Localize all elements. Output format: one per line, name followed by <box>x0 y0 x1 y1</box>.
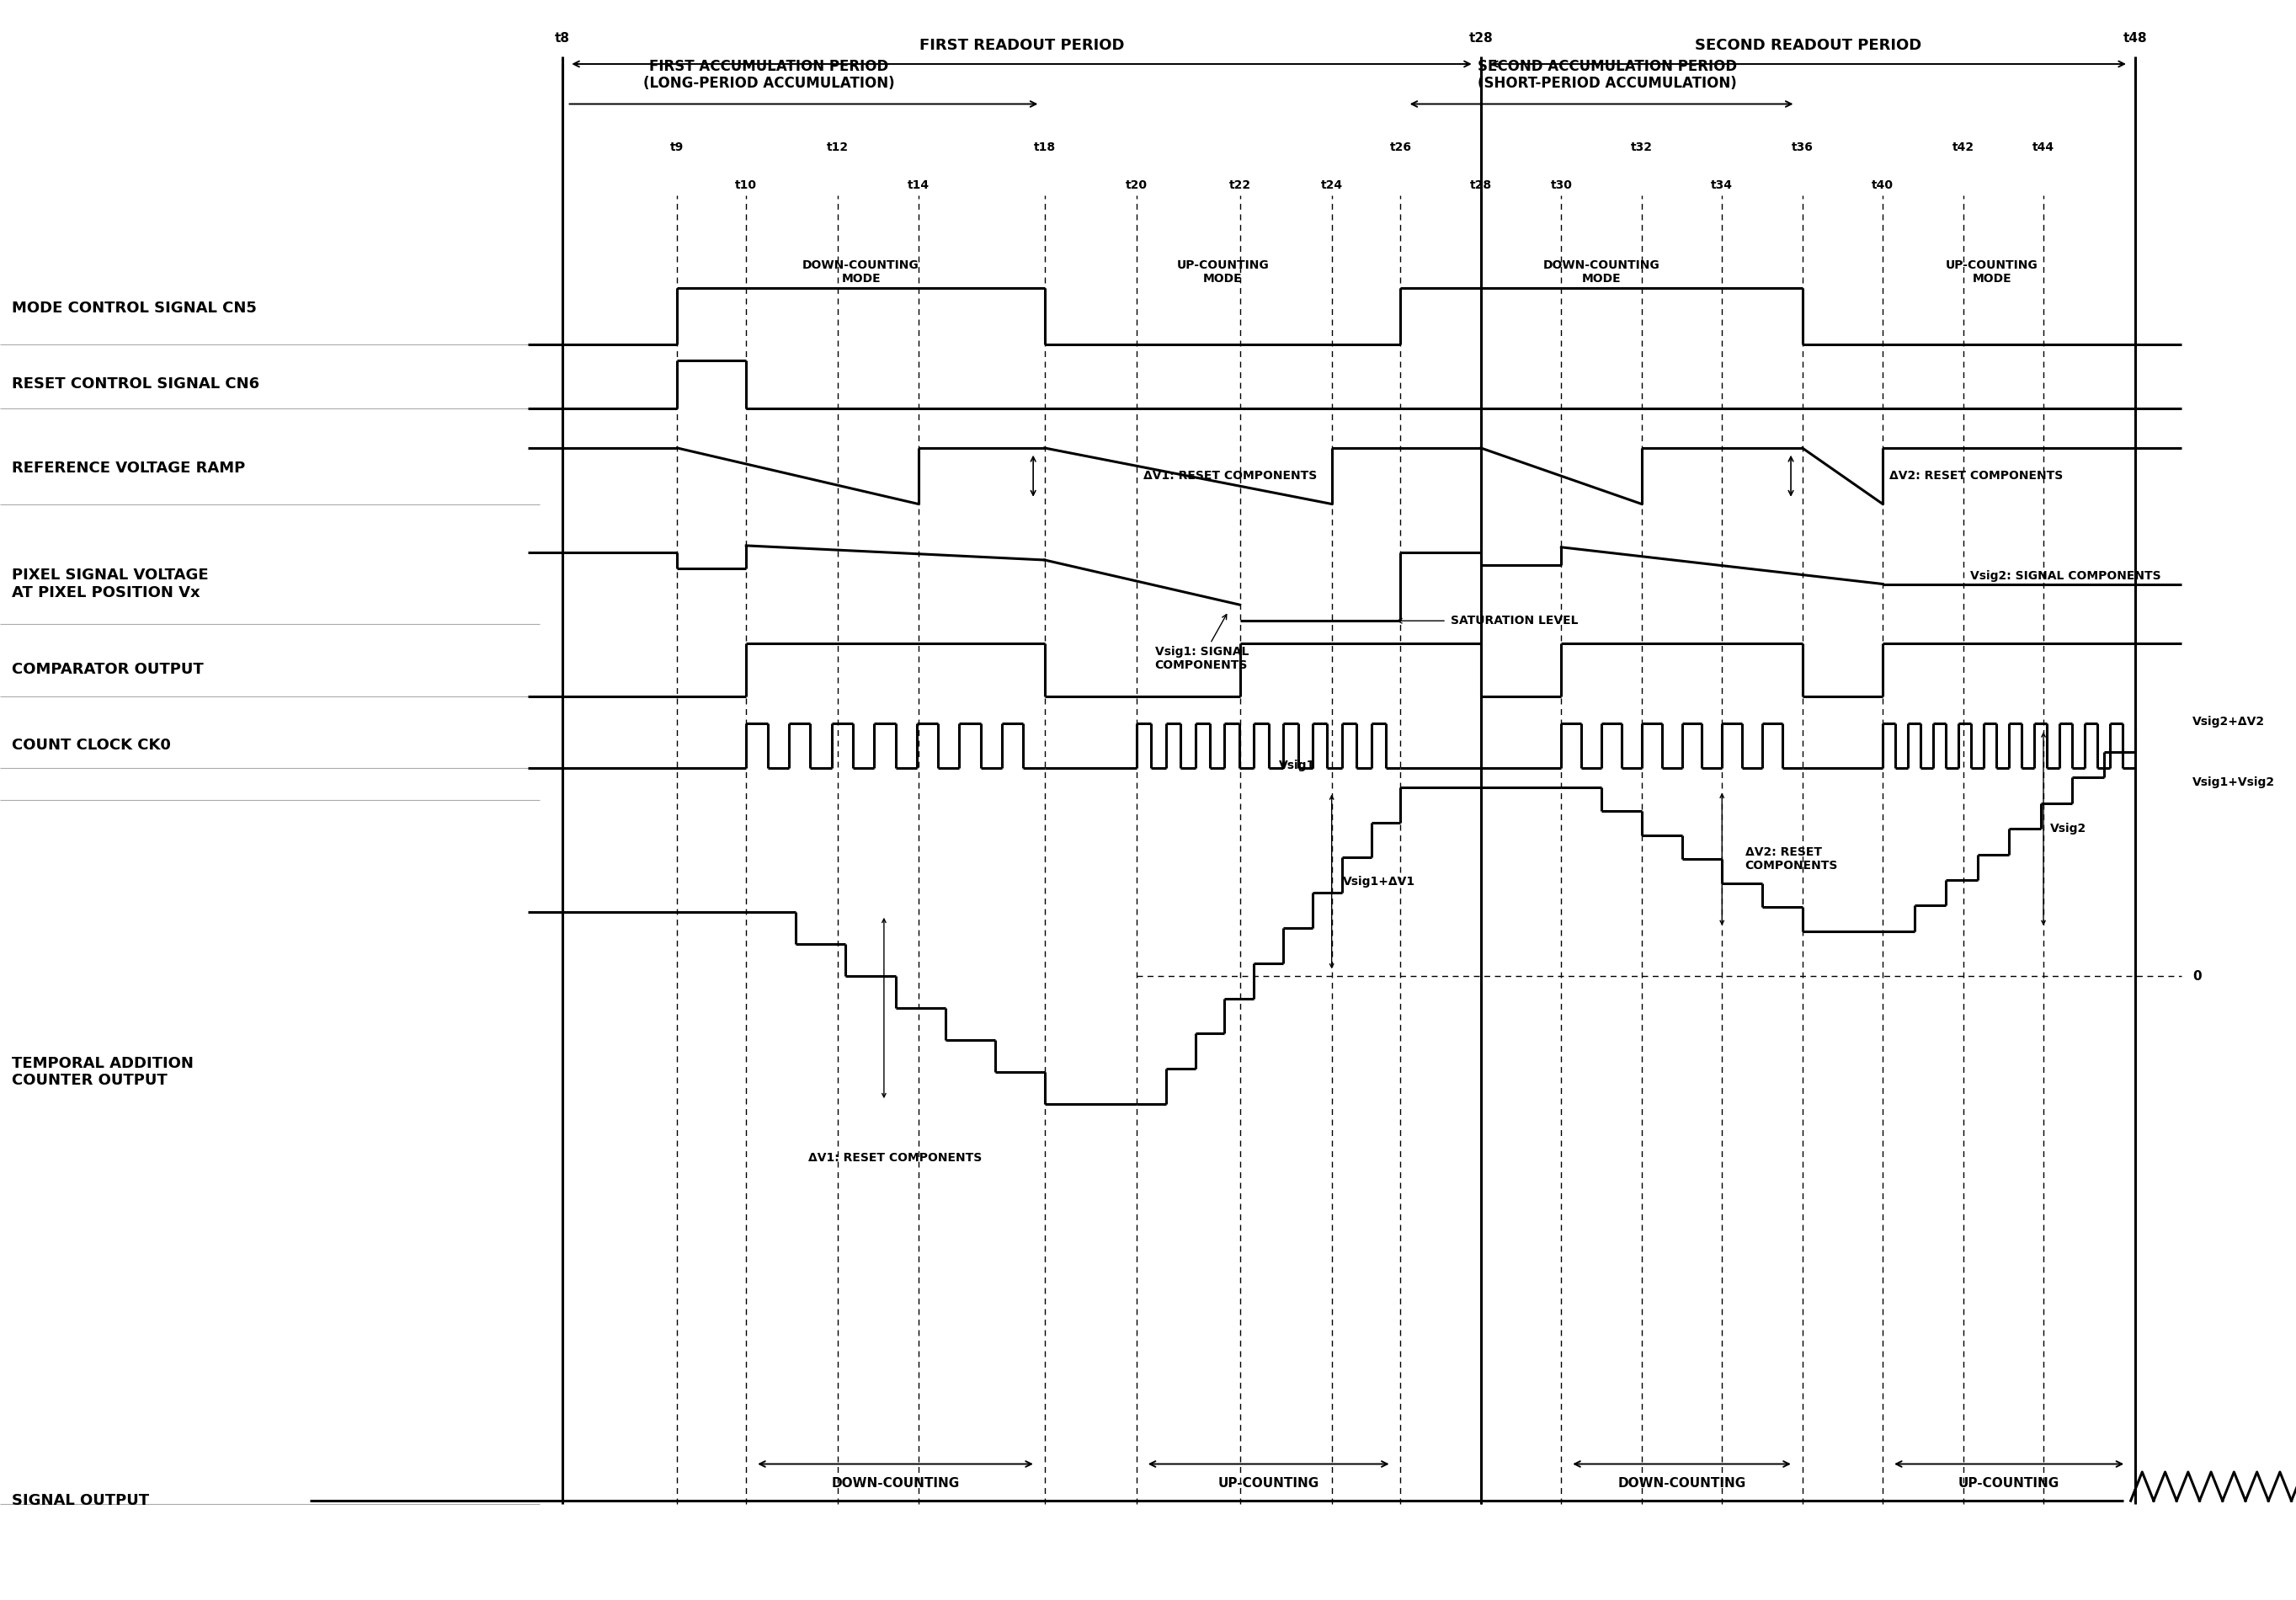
Text: t34: t34 <box>1711 179 1733 190</box>
Text: FIRST ACCUMULATION PERIOD
(LONG-PERIOD ACCUMULATION): FIRST ACCUMULATION PERIOD (LONG-PERIOD A… <box>643 59 895 91</box>
Text: FIRST READOUT PERIOD: FIRST READOUT PERIOD <box>918 38 1125 53</box>
Text: DOWN-COUNTING
MODE: DOWN-COUNTING MODE <box>804 259 918 285</box>
Text: t8: t8 <box>556 32 569 45</box>
Text: Vsig1+ΔV1: Vsig1+ΔV1 <box>1343 875 1417 888</box>
Text: UP-COUNTING: UP-COUNTING <box>1217 1477 1320 1490</box>
Text: t42: t42 <box>1952 142 1975 154</box>
Text: Vsig2: Vsig2 <box>2050 822 2087 835</box>
Text: t12: t12 <box>827 142 850 154</box>
Text: t20: t20 <box>1125 179 1148 190</box>
Text: SIGNAL OUTPUT: SIGNAL OUTPUT <box>11 1493 149 1509</box>
Text: DOWN-COUNTING: DOWN-COUNTING <box>1619 1477 1745 1490</box>
Text: t28: t28 <box>1469 32 1492 45</box>
Text: DOWN-COUNTING: DOWN-COUNTING <box>831 1477 960 1490</box>
Text: t18: t18 <box>1033 142 1056 154</box>
Text: COMPARATOR OUTPUT: COMPARATOR OUTPUT <box>11 662 204 677</box>
Text: UP-COUNTING
MODE: UP-COUNTING MODE <box>1945 259 2039 285</box>
Text: ΔV1: RESET COMPONENTS: ΔV1: RESET COMPONENTS <box>1143 470 1318 482</box>
Text: t26: t26 <box>1389 142 1412 154</box>
Text: 0: 0 <box>2193 970 2202 982</box>
Text: RESET CONTROL SIGNAL CN6: RESET CONTROL SIGNAL CN6 <box>11 376 259 392</box>
Text: ΔV2: RESET
COMPONENTS: ΔV2: RESET COMPONENTS <box>1745 846 1837 872</box>
Text: t32: t32 <box>1630 142 1653 154</box>
Text: ΔV1: RESET COMPONENTS: ΔV1: RESET COMPONENTS <box>808 1152 983 1163</box>
Text: UP-COUNTING
MODE: UP-COUNTING MODE <box>1176 259 1270 285</box>
Text: t48: t48 <box>2124 32 2147 45</box>
Text: t28: t28 <box>1469 179 1492 190</box>
Text: t30: t30 <box>1550 179 1573 190</box>
Text: t44: t44 <box>2032 142 2055 154</box>
Text: MODE CONTROL SIGNAL CN5: MODE CONTROL SIGNAL CN5 <box>11 301 257 315</box>
Text: t24: t24 <box>1320 179 1343 190</box>
Text: t40: t40 <box>1871 179 1894 190</box>
Text: TEMPORAL ADDITION
COUNTER OUTPUT: TEMPORAL ADDITION COUNTER OUTPUT <box>11 1056 193 1088</box>
Text: Vsig1: SIGNAL
COMPONENTS: Vsig1: SIGNAL COMPONENTS <box>1155 614 1249 672</box>
Text: Vsig2+ΔV2: Vsig2+ΔV2 <box>2193 715 2266 728</box>
Text: COUNT CLOCK CK0: COUNT CLOCK CK0 <box>11 738 170 754</box>
Text: SECOND ACCUMULATION PERIOD
(SHORT-PERIOD ACCUMULATION): SECOND ACCUMULATION PERIOD (SHORT-PERIOD… <box>1479 59 1736 91</box>
Text: Vsig1+Vsig2: Vsig1+Vsig2 <box>2193 776 2275 789</box>
Text: SATURATION LEVEL: SATURATION LEVEL <box>1451 614 1580 627</box>
Text: t10: t10 <box>735 179 758 190</box>
Text: t9: t9 <box>670 142 684 154</box>
Text: t36: t36 <box>1791 142 1814 154</box>
Text: t22: t22 <box>1228 179 1251 190</box>
Text: SECOND READOUT PERIOD: SECOND READOUT PERIOD <box>1694 38 1922 53</box>
Text: t14: t14 <box>907 179 930 190</box>
Text: Vsig2: SIGNAL COMPONENTS: Vsig2: SIGNAL COMPONENTS <box>1970 570 2161 582</box>
Text: UP-COUNTING: UP-COUNTING <box>1958 1477 2060 1490</box>
Text: ΔV2: RESET COMPONENTS: ΔV2: RESET COMPONENTS <box>1890 470 2064 482</box>
Text: Vsig1: Vsig1 <box>1279 760 1316 771</box>
Text: PIXEL SIGNAL VOLTAGE
AT PIXEL POSITION Vx: PIXEL SIGNAL VOLTAGE AT PIXEL POSITION V… <box>11 568 209 600</box>
Text: DOWN-COUNTING
MODE: DOWN-COUNTING MODE <box>1543 259 1660 285</box>
Text: REFERENCE VOLTAGE RAMP: REFERENCE VOLTAGE RAMP <box>11 461 246 475</box>
